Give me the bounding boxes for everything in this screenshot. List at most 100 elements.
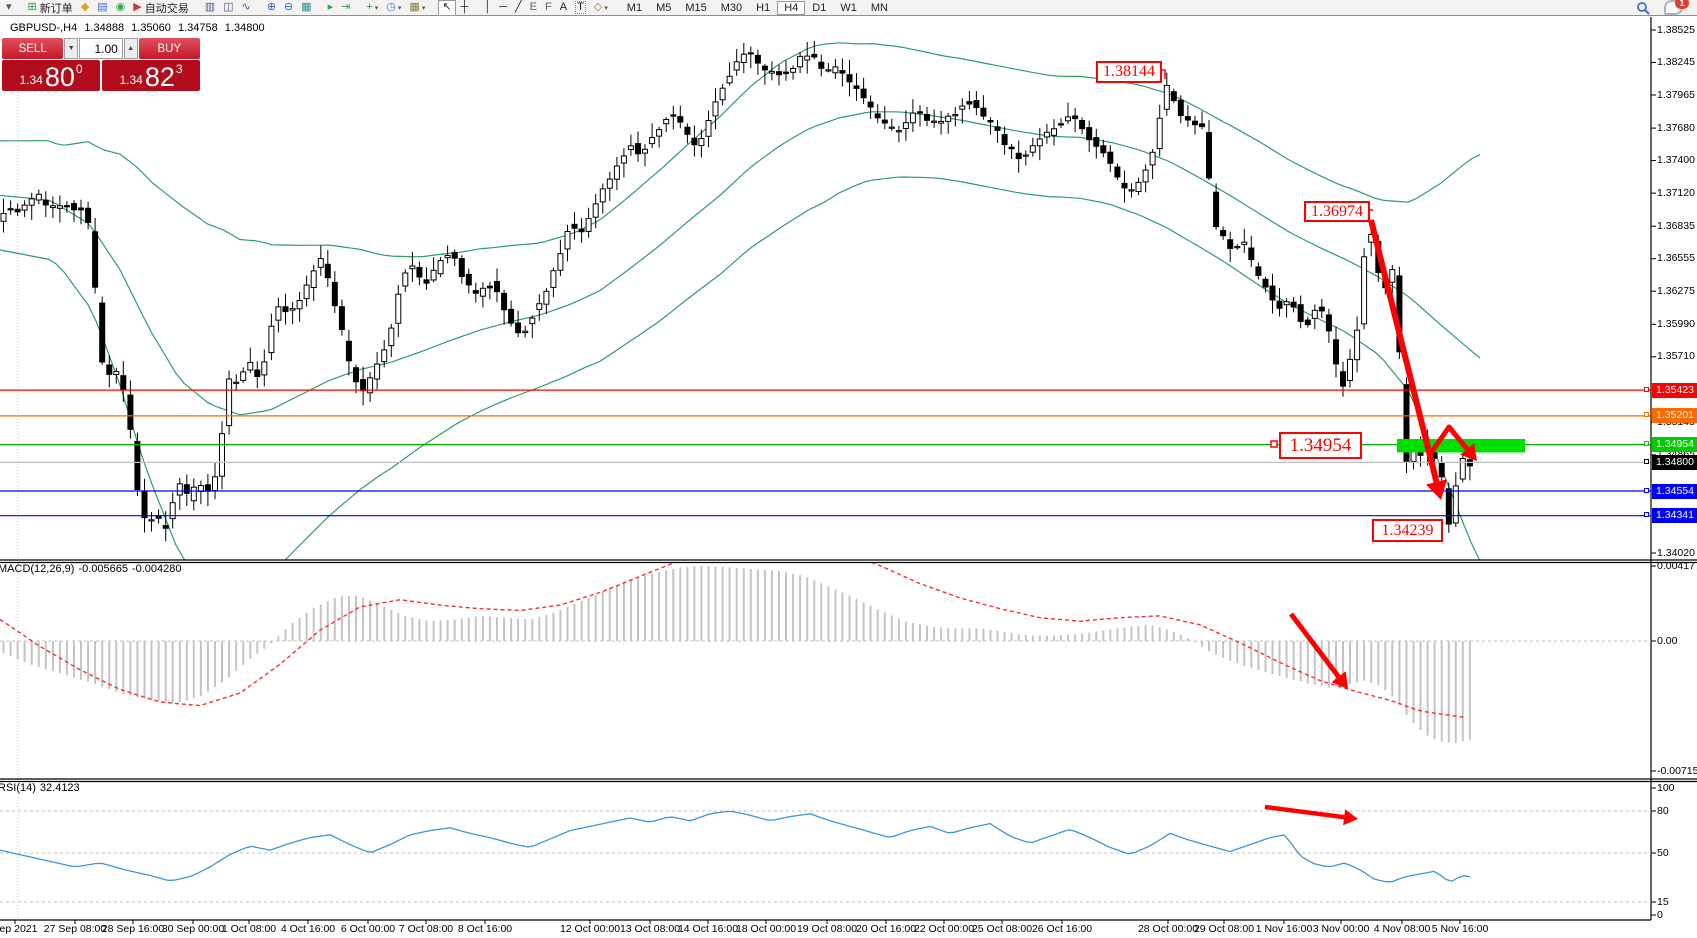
timeframe-h4[interactable]: H4 xyxy=(777,0,806,15)
autotrade-button[interactable]: ▶ 自动交易 xyxy=(130,1,191,15)
window-menu-partial-icon: ▾ xyxy=(6,1,12,13)
timeframe-m5[interactable]: M5 xyxy=(656,1,672,14)
rsi-axis-tick: 0 xyxy=(1657,908,1663,921)
horizontal-line-icon[interactable]: ─ xyxy=(496,1,510,15)
fibonacci-icon[interactable]: F xyxy=(542,1,555,15)
timeframe-w1[interactable]: W1 xyxy=(840,1,857,14)
chat-icon[interactable]: 1 xyxy=(1664,0,1689,15)
level-anchor-icon xyxy=(1644,487,1649,493)
price-axis-tick: 1.38245 xyxy=(1657,56,1695,68)
crosshair-icon[interactable]: ┼ xyxy=(458,1,472,15)
volume-up-button[interactable]: ▲ xyxy=(123,38,138,59)
arrows-icon[interactable]: ◇ ▾ xyxy=(591,1,611,15)
timeframe-m15[interactable]: M15 xyxy=(685,1,707,14)
sell-button[interactable]: SELL xyxy=(2,38,64,59)
templates-icon: ▦ xyxy=(409,1,420,13)
text-icon[interactable]: A xyxy=(557,1,570,15)
journal-icon: ▤ xyxy=(97,1,108,13)
date-axis-label: 29 Oct 08:00 xyxy=(1193,923,1255,935)
date-axis-label: 6 Oct 00:00 xyxy=(340,923,396,935)
price-level-tag: 1.34554 xyxy=(1644,483,1697,499)
open-value: 1.34888 xyxy=(84,22,125,34)
text-label-icon[interactable]: T xyxy=(572,1,589,15)
channel-icon[interactable]: E xyxy=(527,1,540,15)
timeframe-h1[interactable]: H1 xyxy=(756,1,771,14)
signal-icon[interactable]: ◉ xyxy=(113,1,129,15)
timeframe-mn[interactable]: MN xyxy=(870,1,888,14)
price-axis-tick: 1.34020 xyxy=(1657,546,1695,559)
periods-icon[interactable]: ◷ ▾ xyxy=(383,1,404,15)
date-axis-label: 27 Sep 08:00 xyxy=(43,923,107,935)
timeframe-m30[interactable]: M30 xyxy=(720,1,743,14)
buy-price[interactable]: 1.34 82 3 xyxy=(102,60,200,91)
line-chart-icon[interactable]: ∿ xyxy=(239,1,254,15)
autoscroll-icon: ▸ xyxy=(327,1,334,13)
bar-chart-icon[interactable]: ▥ xyxy=(202,1,218,15)
sell-price-small: 1.34 xyxy=(19,73,43,87)
date-axis-label: 1 Oct 08:00 xyxy=(221,923,277,935)
buy-price-big: 82 xyxy=(144,62,175,92)
volume-input[interactable]: 1.00 xyxy=(79,38,123,59)
dropdown-arrow-icon: ▾ xyxy=(397,4,402,12)
autoscroll-icon[interactable]: ▸ xyxy=(325,1,337,15)
chart-shift-icon[interactable]: ⇥ xyxy=(338,1,353,15)
volume-down-button[interactable]: ▼ xyxy=(64,38,79,59)
bar-chart-icon: ▥ xyxy=(204,1,216,13)
vertical-line-icon[interactable]: │ xyxy=(481,1,494,15)
buy-button[interactable]: BUY xyxy=(138,38,200,59)
level-anchor-icon xyxy=(1644,441,1649,447)
search-icon[interactable] xyxy=(1636,1,1650,15)
periods-icon: ◷ xyxy=(386,1,396,13)
macd-indicator-label: MACD(12,26,9) -0.005665 -0.004280 xyxy=(0,563,182,575)
price-axis-tick: 1.36555 xyxy=(1657,252,1695,265)
price-annotation-box[interactable]: 1.34954 xyxy=(1279,432,1362,459)
hammer-tool-icon[interactable]: ◆ xyxy=(78,1,92,15)
cursor-icon[interactable]: ↖ xyxy=(438,0,456,16)
tile-windows-icon[interactable]: ▦ xyxy=(298,1,314,15)
price-annotation-box[interactable]: 1.38144 xyxy=(1096,61,1162,83)
trendline-icon[interactable]: ╱ xyxy=(512,1,525,15)
indicators-add-icon[interactable]: + ▾ xyxy=(363,1,381,15)
zoom-in-icon[interactable]: ⊕ xyxy=(264,1,279,15)
channel-icon: E xyxy=(529,1,537,13)
timeframe-d1[interactable]: D1 xyxy=(812,1,827,14)
autotrade-button-label: 自动交易 xyxy=(144,2,189,15)
window-menu-partial-icon[interactable]: ▾ xyxy=(3,1,15,15)
toolbar-icons: ▾ ⊞ 新订单 ◆ ▤ ◉ ▶ 自动交易 ▥ ◫ ∿ ⊕ ⊖ ▦ ▸ ⇥ + ▾ ◷ ▾ ▦ ▾ ↖ ┼ │ ─ ╱ E F A T ◇ ▾ xyxy=(2,0,620,16)
price-axis-tick: 1.37680 xyxy=(1657,121,1695,134)
date-axis-label: 7 Oct 08:00 xyxy=(398,923,454,935)
date-axis-label: 30 Sep 00:00 xyxy=(161,923,225,935)
candlestick-chart-icon[interactable]: ◫ xyxy=(220,1,236,15)
text-icon: A xyxy=(559,1,568,13)
price-axis-tick: 1.37120 xyxy=(1657,186,1695,199)
timeframe-m1[interactable]: M1 xyxy=(626,1,643,14)
price-axis-tick: 1.36275 xyxy=(1657,284,1695,297)
sell-price[interactable]: 1.34 80 0 xyxy=(2,60,100,91)
level-anchor-icon xyxy=(1644,386,1649,392)
date-axis-label: 4 Oct 16:00 xyxy=(280,923,336,935)
date-axis-label: 25 Oct 08:00 xyxy=(971,923,1033,935)
price-annotation-box[interactable]: 1.34239 xyxy=(1372,519,1443,542)
dropdown-arrow-icon: ▾ xyxy=(604,4,608,12)
toolbar-right: 1 xyxy=(1636,0,1689,15)
price-level-tag: 1.35423 xyxy=(1644,382,1697,398)
text-label-icon: T xyxy=(575,1,586,14)
new-order-button[interactable]: ⊞ 新订单 xyxy=(25,1,76,15)
chart-ohlc-header: GBPUSD-,H4 1.34888 1.35060 1.34758 1.348… xyxy=(10,22,269,34)
level-anchor-icon xyxy=(1644,458,1649,464)
autotrade-button: ▶ xyxy=(133,1,142,13)
candlestick-chart-icon: ◫ xyxy=(223,1,234,13)
rsi-axis-tick: 100 xyxy=(1657,781,1675,794)
journal-icon[interactable]: ▤ xyxy=(94,1,110,15)
buy-price-small: 1.34 xyxy=(119,73,143,87)
low-value: 1.34758 xyxy=(177,22,218,34)
fibonacci-icon: F xyxy=(544,1,552,13)
date-axis-label: 1 Nov 16:00 xyxy=(1255,923,1313,935)
dropdown-arrow-icon: ▾ xyxy=(421,4,426,12)
zoom-out-icon[interactable]: ⊖ xyxy=(281,1,296,15)
price-annotation-box[interactable]: 1.36974 xyxy=(1304,201,1370,222)
templates-icon[interactable]: ▦ ▾ xyxy=(406,1,428,15)
level-anchor-icon xyxy=(1644,512,1649,518)
